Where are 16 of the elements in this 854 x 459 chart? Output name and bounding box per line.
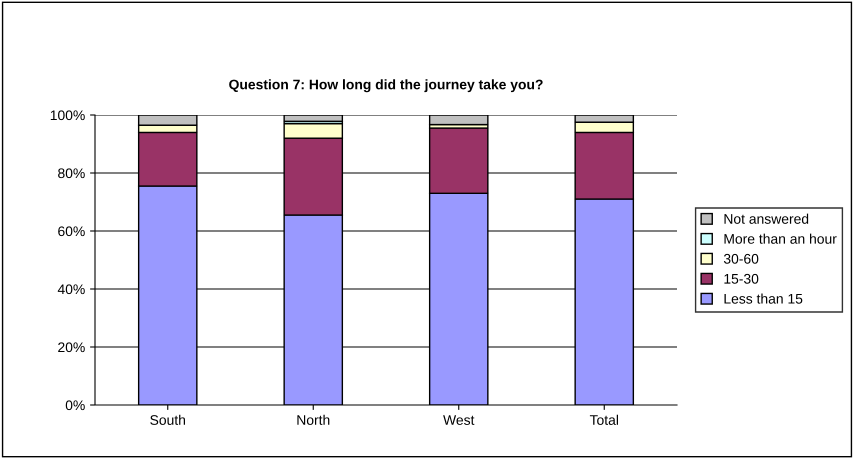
y-tick-label: 60% <box>58 226 85 236</box>
y-tick-label: 0% <box>66 400 85 410</box>
y-tick-label: 80% <box>58 168 85 178</box>
y-tick-label: 40% <box>58 284 85 294</box>
y-tick-label: 20% <box>58 342 85 352</box>
x-tick-label: South <box>150 414 185 425</box>
x-tick-label: West <box>443 415 474 425</box>
y-tick-label: 100% <box>50 110 85 120</box>
legend-label: Less than 15 <box>724 293 802 304</box>
legend-label: More than an hour <box>724 234 837 244</box>
chart-title: Question 7: How long did the journey take you? <box>229 79 543 92</box>
legend-label: Not answered <box>724 214 808 224</box>
legend-label: 30-60 <box>724 254 758 264</box>
x-tick-label: North <box>297 414 330 425</box>
legend-label: 15-30 <box>724 274 758 284</box>
x-tick-label: Total <box>590 414 618 425</box>
